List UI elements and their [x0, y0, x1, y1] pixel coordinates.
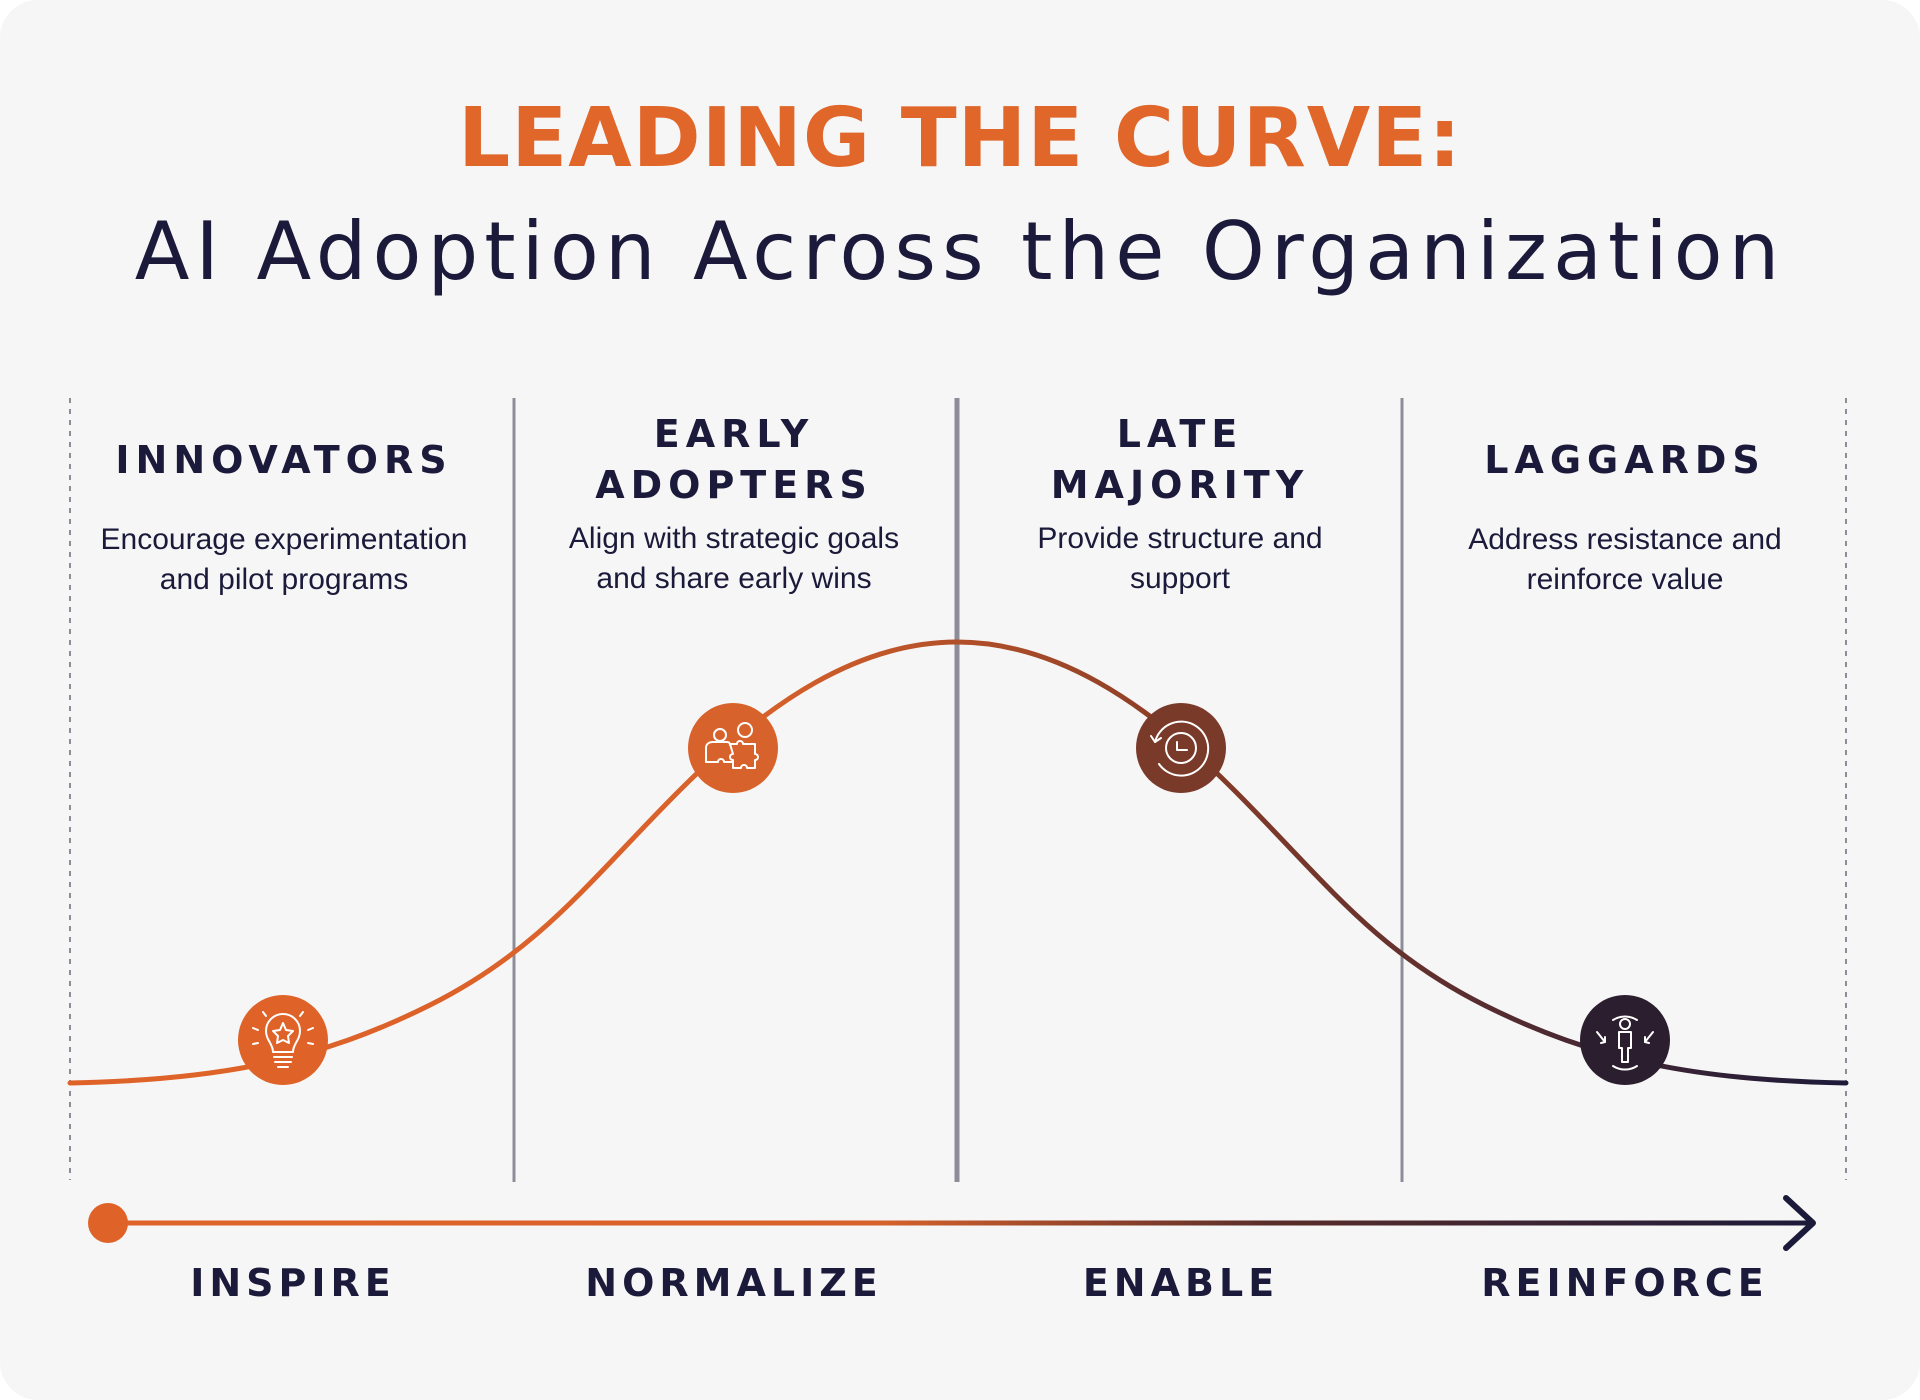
stage-description-late-majority: Provide structure and support: [1037, 522, 1323, 595]
stage-description-early-adopters: Align with strategic goals and share ear…: [568, 522, 900, 595]
lightbulb-star-icon: [238, 995, 328, 1085]
stage-name-innovators: INNOVATORS: [115, 438, 453, 482]
main-title: LEADING THE CURVE:: [457, 91, 1463, 186]
action-reinforce: REINFORCE: [1481, 1261, 1769, 1305]
stage-early-adopters: EARLY ADOPTERS Align with strategic goal…: [514, 409, 954, 599]
stage-name-laggards: LAGGARDS: [1484, 438, 1766, 482]
stage-late-majority: LATE MAJORITY Provide structure and supp…: [960, 409, 1400, 599]
stage-name-late-majority: LATE MAJORITY: [1050, 412, 1310, 507]
people-puzzle-icon: [688, 703, 778, 793]
action-normalize: NORMALIZE: [585, 1261, 883, 1305]
action-inspire: INSPIRE: [190, 1261, 396, 1305]
progress-arrow-head: [1783, 1195, 1816, 1251]
main-subtitle: AI Adoption Across the Organization: [134, 205, 1786, 298]
clock-cycle-icon: [1136, 703, 1226, 793]
stage-description-laggards: Address resistance and reinforce value: [1468, 523, 1782, 596]
progress-start-dot: [88, 1203, 128, 1243]
stage-laggards: LAGGARDS Address resistance and reinforc…: [1405, 435, 1845, 600]
stage-innovators: INNOVATORS Encourage experimentation and…: [64, 435, 504, 600]
person-arrows-icon: [1580, 995, 1670, 1085]
adoption-bell-curve: [67, 639, 1849, 1086]
action-enable: ENABLE: [1082, 1261, 1280, 1305]
stage-name-early-adopters: EARLY ADOPTERS: [595, 412, 873, 507]
stage-description-innovators: Encourage experimentation and pilot prog…: [100, 523, 468, 596]
